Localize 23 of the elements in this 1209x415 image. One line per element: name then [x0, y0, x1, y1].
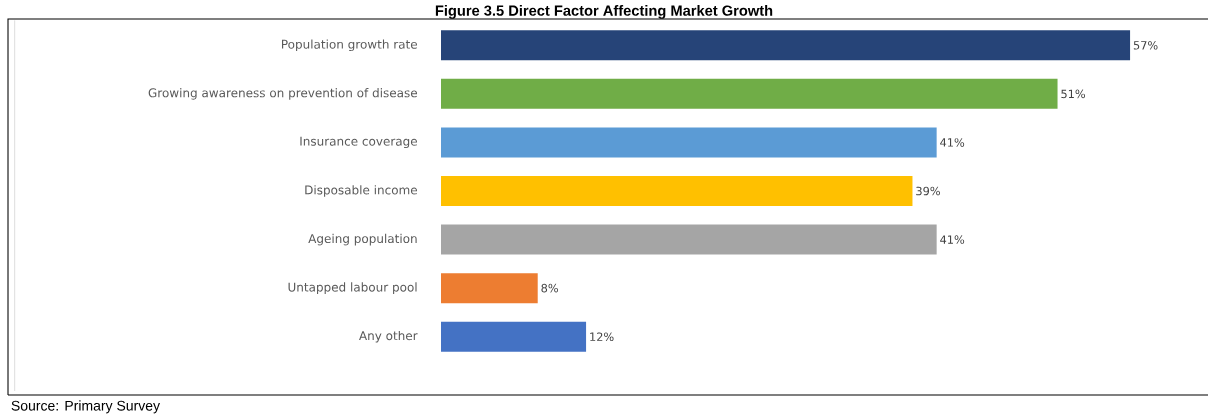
data-label: 8%	[541, 283, 558, 293]
chart-title: Figure 3.5 Direct Factor Affecting Market Growth	[435, 5, 773, 19]
bar	[441, 321, 587, 352]
y-tick-label: Disposable income	[305, 185, 418, 197]
source-note: Source: Primary Survey	[11, 400, 160, 414]
y-tick-label: Ageing population	[308, 233, 417, 246]
y-tick-label: Any other	[359, 330, 418, 343]
data-label: 57%	[1133, 41, 1158, 50]
bar	[441, 127, 937, 158]
bar	[441, 30, 1131, 61]
y-tick-label: Untapped labour pool	[288, 282, 417, 294]
bar	[441, 224, 937, 255]
y-tick-label: Population growth rate	[281, 39, 418, 52]
y-tick-label: Insurance coverage	[300, 136, 418, 149]
data-label: 39%	[916, 186, 940, 196]
data-label: 41%	[940, 138, 965, 147]
data-label: 12%	[590, 332, 614, 342]
bar	[441, 78, 1058, 109]
bar	[441, 273, 538, 304]
data-label: 41%	[940, 235, 965, 244]
bar	[441, 176, 913, 207]
y-tick-label: Growing awareness on prevention of disease	[148, 88, 418, 100]
data-label: 51%	[1061, 89, 1086, 99]
